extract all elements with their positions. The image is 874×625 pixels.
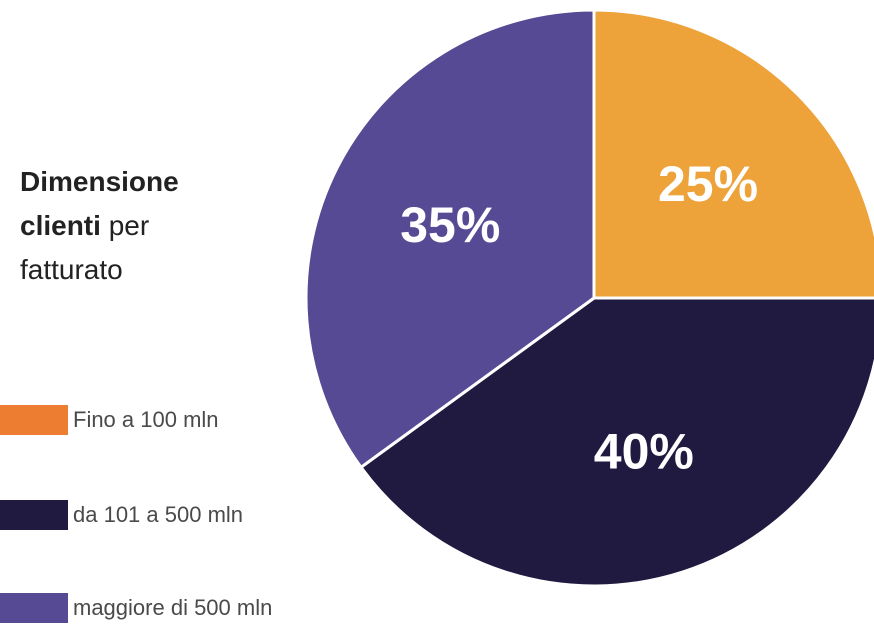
data-label-101-500: 40%	[594, 423, 694, 479]
legend-label-oltre-500: maggiore di 500 mln	[73, 595, 273, 620]
legend-item-101-500: da 101 a 500 mln	[0, 498, 243, 532]
data-label-fino-100: 25%	[658, 156, 758, 212]
legend-swatch-101-500	[0, 500, 68, 530]
legend-swatch-fino-100	[0, 405, 68, 435]
pie-slice-101-500	[359, 296, 874, 588]
chart-title: Dimensione clienti per fatturato	[20, 160, 250, 292]
legend-item-oltre-500: maggiore di 500 mln	[0, 591, 272, 625]
pie-slice-oltre-500	[304, 8, 596, 469]
chart-title-bold: Dimensione clienti	[20, 166, 179, 241]
data-label-oltre-500: 35%	[400, 197, 500, 253]
legend-label-101-500: da 101 a 500 mln	[73, 502, 244, 527]
legend-label-fino-100: Fino a 100 mln	[73, 407, 219, 432]
chart-title-regular: per fatturato	[20, 210, 150, 285]
legend-item-fino-100: Fino a 100 mln	[0, 403, 219, 437]
pie-slice-fino-100	[592, 8, 874, 300]
legend-swatch-oltre-500	[0, 593, 68, 623]
